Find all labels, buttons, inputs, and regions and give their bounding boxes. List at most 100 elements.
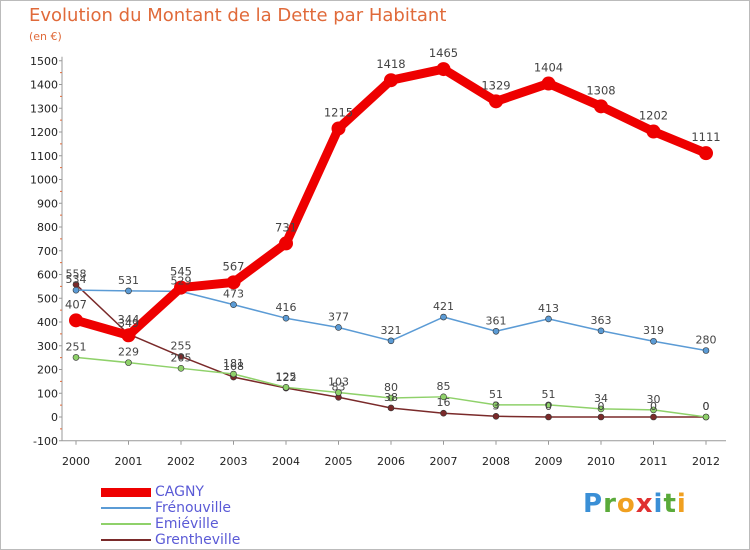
legend-swatch [101,539,151,541]
data-point-fr-nouville [387,337,395,345]
x-tick-label: 2012 [692,455,720,468]
data-point-cagny [384,73,398,88]
y-tick-label: 300 [37,340,58,353]
data-label-cagny: 1465 [429,46,458,60]
data-label-cagny: 1111 [691,130,720,144]
data-label-fr-nouville: 531 [118,274,139,287]
data-point-fr-nouville [492,327,500,335]
data-point-fr-nouville [545,315,552,323]
legend-item-cagny: CAGNY [101,484,321,500]
data-label-fr-nouville: 321 [381,324,402,337]
data-label-fr-nouville: 280 [696,334,717,347]
legend-label: Grentheville [155,532,241,548]
data-point-emi-ville [650,406,657,414]
data-label-fr-nouville: 363 [591,314,612,327]
data-label-emi-ville: 30 [647,393,661,406]
data-label-fr-nouville: 473 [223,288,244,301]
chart-title: Evolution du Montant de la Dette par Hab… [29,5,447,26]
logo-letter: r [603,489,617,519]
data-label-emi-ville: 251 [66,340,87,353]
x-tick-label: 2003 [220,455,248,468]
data-point-emi-ville [387,394,395,402]
legend-swatch [101,507,151,509]
data-label-cagny: 1329 [481,78,510,92]
data-label-cagny: 1215 [324,105,353,119]
y-tick-label: 0 [51,411,58,424]
legend-item-fr-nouville: Frénouville [101,500,321,516]
data-label-grentheville: 38 [384,391,398,404]
x-tick-label: 2001 [115,455,143,468]
y-tick-label: 1400 [30,79,58,92]
data-point-cagny [646,124,661,139]
data-label-cagny: 545 [170,265,192,279]
x-tick-label: 2002 [167,455,195,468]
data-label-emi-ville: 85 [437,380,451,393]
data-point-emi-ville [72,354,80,361]
data-label-grentheville: 3 [493,399,500,412]
data-point-emi-ville [545,401,552,409]
data-label-emi-ville: 103 [328,376,349,389]
data-point-emi-ville [282,384,290,391]
x-tick-label: 2000 [62,455,90,468]
data-label-cagny: 1404 [534,61,563,75]
y-tick-label: -100 [33,435,58,448]
x-tick-label: 2008 [482,455,510,468]
data-label-emi-ville: 51 [542,388,556,401]
series-line-cagny [71,64,711,340]
data-point-emi-ville [702,413,710,421]
data-point-emi-ville [177,365,185,372]
data-label-emi-ville: 80 [384,381,398,394]
data-label-fr-nouville: 534 [66,273,87,286]
data-label-cagny: 1308 [586,83,615,97]
y-tick-label: 100 [37,387,58,400]
legend-item-grentheville: Grentheville [101,532,321,548]
data-label-emi-ville: 205 [171,351,192,364]
data-label-emi-ville: 181 [223,357,244,370]
legend-label: Frénouville [155,500,231,516]
legend-label: Emiéville [155,516,219,532]
data-point-fr-nouville [282,314,290,322]
data-point-emi-ville [125,359,132,366]
data-label-fr-nouville: 361 [486,314,507,327]
data-label-fr-nouville: 377 [328,310,349,323]
data-point-cagny [489,94,503,109]
data-point-fr-nouville [335,324,342,331]
data-point-emi-ville [230,370,237,378]
data-label-cagny: 1202 [639,109,668,123]
data-label-emi-ville: 51 [489,388,503,401]
y-tick-label: 1200 [30,126,58,139]
data-label-grentheville: 168 [223,360,244,373]
data-label-fr-nouville: 413 [538,302,559,315]
data-label-grentheville: 0 [703,400,710,413]
data-label-fr-nouville: 421 [433,300,454,313]
data-label-fr-nouville: 529 [171,274,192,287]
legend: CAGNY Frénouville Emiéville Grentheville [101,484,321,548]
data-point-cagny [436,62,451,77]
data-label-grentheville: 122 [276,371,297,384]
data-point-grentheville [387,404,395,412]
y-tick-label: 1100 [30,150,58,163]
data-point-cagny [69,313,83,328]
data-point-fr-nouville [230,301,237,308]
data-point-fr-nouville [440,313,447,321]
data-point-grentheville [440,409,447,417]
x-tick-label: 2011 [640,455,668,468]
data-point-cagny [331,121,346,136]
data-point-cagny [174,280,188,295]
data-point-fr-nouville [597,327,605,335]
y-tick-label: 800 [37,221,58,234]
logo-letter: t [663,489,677,519]
chart-unit: (en €) [29,30,62,43]
data-label-emi-ville: 229 [118,346,139,359]
data-point-emi-ville [597,405,605,413]
data-label-cagny: 344 [118,312,140,326]
x-tick-label: 2010 [587,455,615,468]
data-point-grentheville [545,413,552,421]
legend-swatch [101,523,151,525]
x-tick-label: 2006 [377,455,405,468]
data-label-grentheville: 349 [118,317,139,330]
data-label-fr-nouville: 319 [643,324,664,337]
data-point-emi-ville [335,389,342,396]
